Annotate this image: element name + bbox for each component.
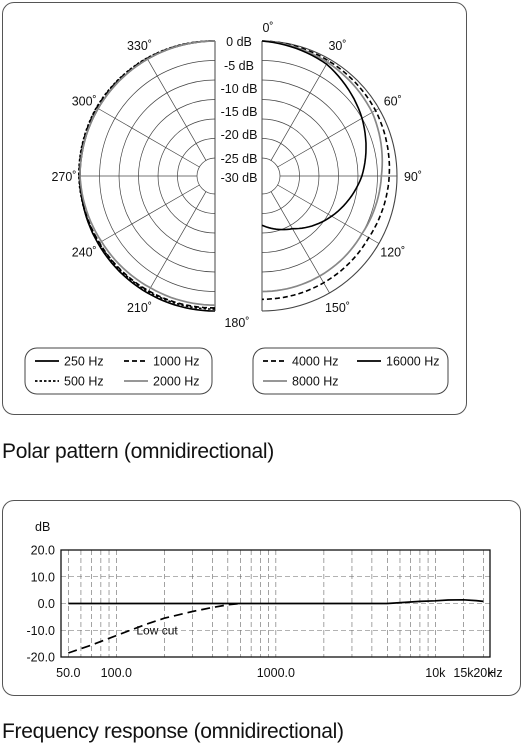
freq-ylabel: dB [35,520,50,534]
polar-spoke [277,184,380,244]
polar-legend-right-box [252,347,449,395]
freq-xtick-label: 100.0 [101,666,132,680]
frequency-chart: 20.0 10.0 0.0 -10.0 -20.0 dB 50.0 100.0 1000.0 10… [27,520,503,680]
polar-series-right [261,40,391,301]
polar-panel: 0 dB -5 dB -10 dB -15 dB -20 dB -25 dB -30 dB 0… [2,2,467,415]
freq-xtick-label: 10k [425,666,446,680]
polar-chart: 0 dB -5 dB -10 dB -15 dB -20 dB -25 dB -30 dB 0… [24,21,449,395]
freq-xunit: Hz [487,666,502,680]
polar-db-label: -15 dB [221,105,258,119]
polar-legend-right: 4000 Hz 16000 Hz 8000 Hz [252,347,449,395]
polar-angle-label: 120˚ [380,246,405,260]
polar-angle-label: 300˚ [72,95,97,109]
polar-legend-left-box [24,347,213,395]
polar-db-label: -20 dB [221,128,258,142]
polar-series-8000hz [261,40,384,293]
polar-caption: Polar pattern (omnidirectional) [2,440,274,463]
freq-ytick-label: 10.0 [31,570,55,584]
polar-spoke [270,191,330,294]
polar-angle-label: 330˚ [127,39,152,53]
polar-spoke [97,108,200,168]
polar-grid-left [79,40,216,312]
polar-angle-label: 0˚ [262,21,273,35]
freq-lowcut-line [68,602,241,654]
polar-db-label: -25 dB [221,152,258,166]
polar-angle-label: 60˚ [384,95,402,109]
freq-plot-frame [60,549,491,658]
polar-series-4000hz [261,40,391,301]
polar-angle-label: 30˚ [328,39,346,53]
freq-xtick-label: 50.0 [56,666,80,680]
polar-db-label: -10 dB [221,82,258,96]
legend-label: 4000 Hz [292,355,339,369]
legend-label: 1000 Hz [153,355,200,369]
freq-ytick-label: -10.0 [27,624,56,638]
freq-xtick-label: 1000.0 [257,666,295,680]
polar-angle-label: 150˚ [325,301,350,315]
legend-label: 250 Hz [64,355,104,369]
freq-ytick-label: 0.0 [38,597,55,611]
polar-spoke [97,184,200,244]
legend-label: 8000 Hz [292,375,339,389]
legend-label: 2000 Hz [153,375,200,389]
frequency-caption: Frequency response (omnidirectional) [2,720,344,743]
polar-legend-left: 250 Hz 1000 Hz 500 Hz 2000 Hz [24,347,213,395]
polar-ring [261,157,281,195]
polar-db-label: -30 dB [221,171,258,185]
polar-angle-label: 270˚ [51,170,76,184]
freq-grid [61,550,490,657]
polar-angle-label: 180˚ [224,316,249,330]
polar-db-label: 0 dB [226,35,252,49]
polar-angle-label: 90˚ [404,170,422,184]
freq-annotation: Low cut [136,623,178,637]
freq-xtick-label: 15k [453,666,474,680]
polar-series-16000hz [261,40,367,231]
polar-series-left [77,40,216,312]
frequency-panel: 20.0 10.0 0.0 -10.0 -20.0 dB 50.0 100.0 1000.0 10… [2,500,521,696]
legend-label: 16000 Hz [386,355,440,369]
freq-ytick-label: 20.0 [31,544,55,558]
polar-spoke [147,58,207,161]
freq-xtick-label: 20k [473,666,494,680]
freq-ytick-label: -20.0 [27,651,56,665]
polar-series-2000hz [79,40,216,306]
polar-angle-label: 210˚ [127,301,152,315]
freq-response-line [68,598,484,605]
polar-spoke [147,191,207,294]
polar-angle-label: 240˚ [72,246,97,260]
polar-ring [196,157,216,195]
polar-spoke [277,108,380,168]
polar-db-label: -5 dB [224,59,254,73]
legend-label: 500 Hz [64,375,104,389]
polar-spoke [270,58,330,161]
